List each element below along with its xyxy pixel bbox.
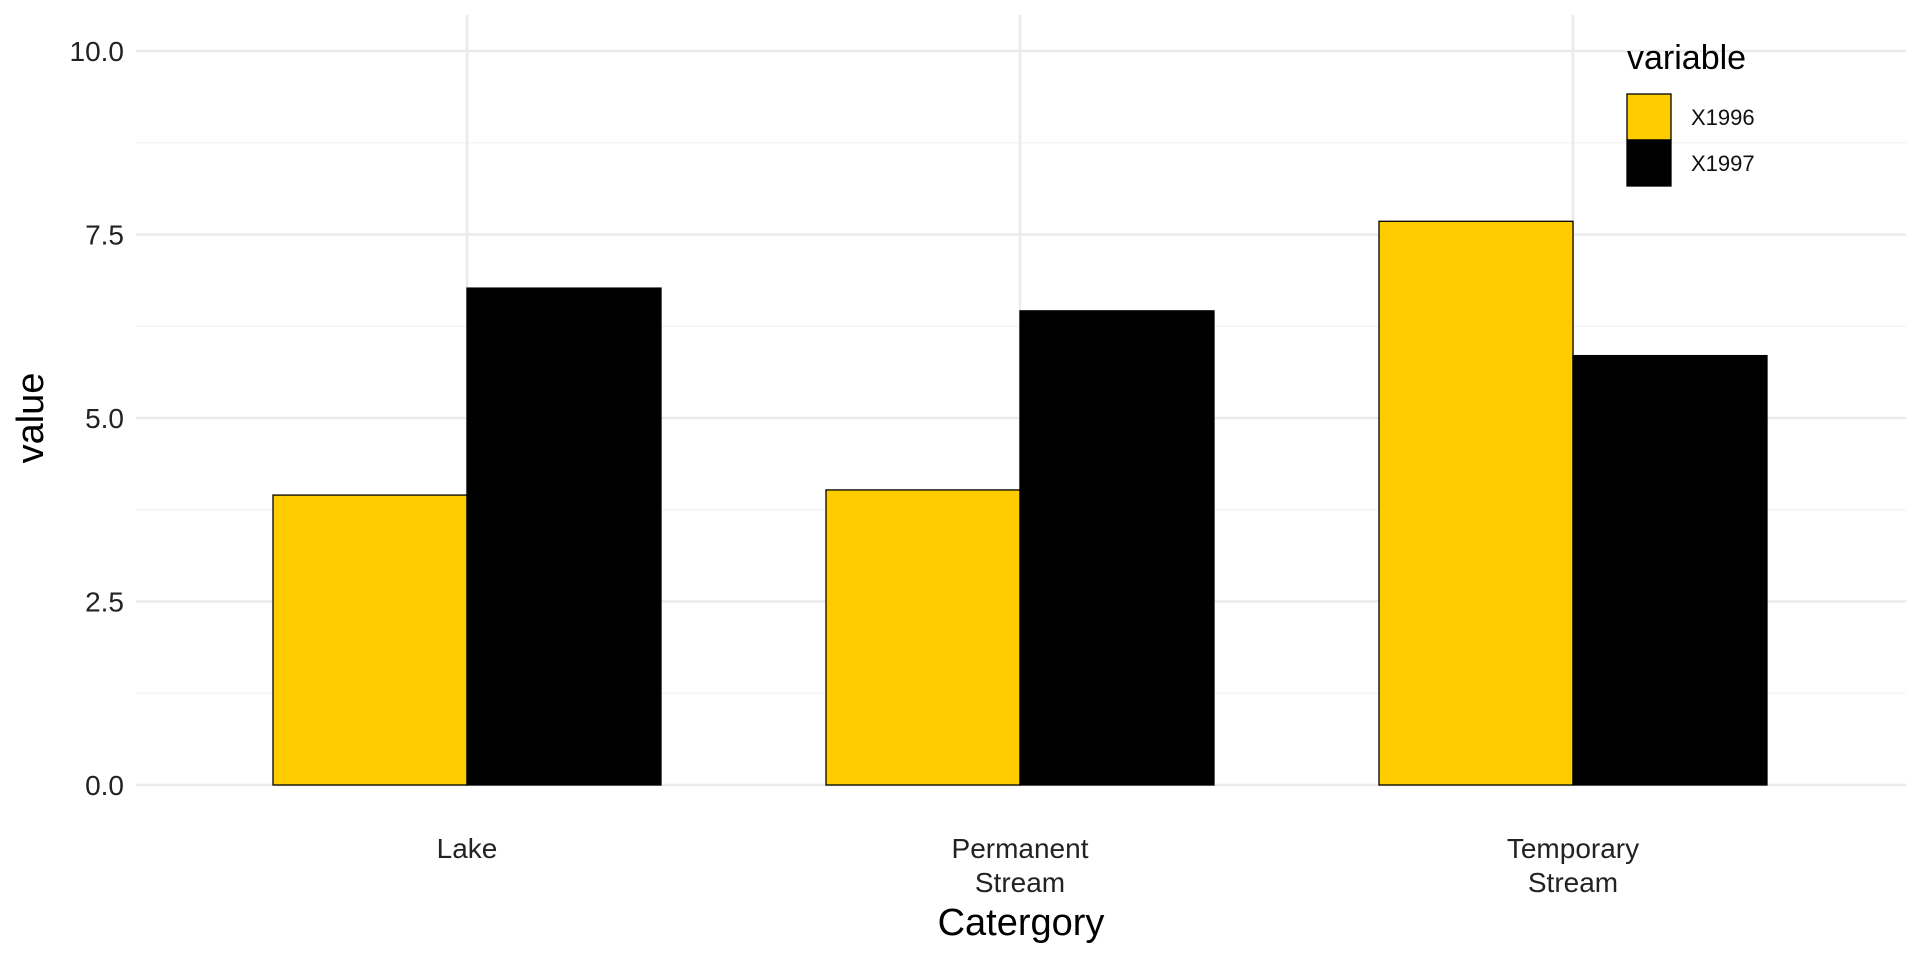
x-tick-label: Lake	[437, 833, 498, 864]
y-axis-ticks: 0.0 2.5 5.0 7.5 10.0	[70, 36, 125, 801]
bar-x1997-0	[466, 287, 662, 786]
y-tick-label: 2.5	[85, 587, 124, 618]
legend-key-x1996	[1626, 93, 1672, 141]
x-tick-label-line: Lake	[437, 833, 498, 864]
bar-x1997-1	[1019, 310, 1215, 786]
legend-label-x1996: X1996	[1691, 105, 1755, 130]
y-tick-label: 10.0	[70, 36, 125, 67]
x-axis-title: Catergory	[938, 902, 1105, 944]
bar-x1996-2	[1378, 220, 1574, 786]
x-tick-label: Permanent Stream	[952, 833, 1089, 898]
legend-label-x1997: X1997	[1691, 151, 1755, 176]
y-tick-label: 7.5	[85, 220, 124, 251]
bar-x1996-0	[272, 494, 468, 786]
x-tick-label-line: Temporary	[1507, 833, 1639, 864]
x-tick-label: Temporary Stream	[1507, 833, 1639, 898]
y-tick-label: 5.0	[85, 403, 124, 434]
legend-key-x1997	[1626, 139, 1672, 187]
bars	[272, 220, 1768, 786]
bar-x1997-2	[1572, 354, 1768, 786]
y-axis-title: value	[10, 373, 52, 464]
bar-x1996-1	[825, 489, 1021, 786]
x-tick-label-line: Stream	[1528, 867, 1618, 898]
legend-title: variable	[1627, 39, 1746, 77]
y-tick-label: 0.0	[85, 770, 124, 801]
x-tick-label-line: Stream	[975, 867, 1065, 898]
legend: variable X1996 X1997	[1626, 39, 1755, 187]
x-tick-label-line: Permanent	[952, 833, 1089, 864]
